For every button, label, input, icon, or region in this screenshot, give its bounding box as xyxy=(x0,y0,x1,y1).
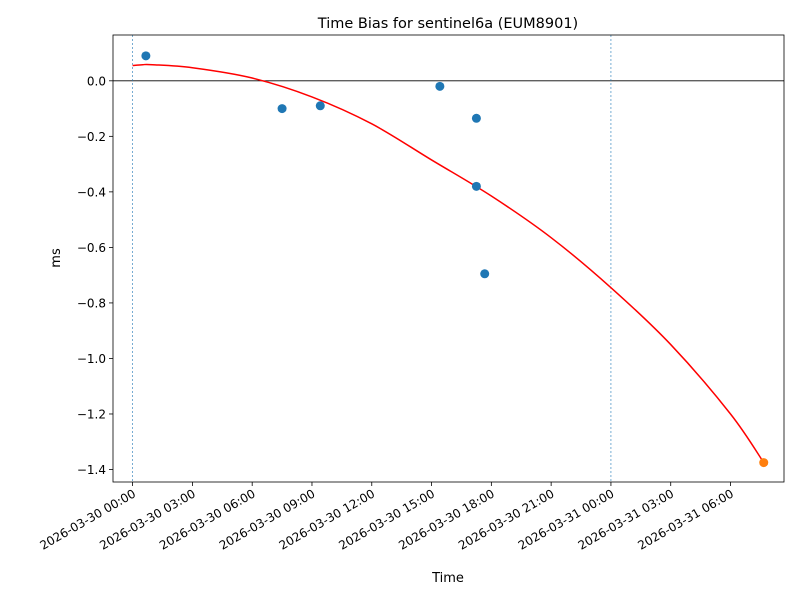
chart-title: Time Bias for sentinel6a (EUM8901) xyxy=(317,16,578,32)
y-tick-label: −0.8 xyxy=(77,296,106,310)
y-tick-label: −0.4 xyxy=(77,185,106,199)
data-point-2 xyxy=(315,101,325,111)
data-point-3 xyxy=(435,81,445,91)
y-tick-label: −0.6 xyxy=(77,241,106,255)
data-point-4 xyxy=(471,113,481,123)
data-point-0 xyxy=(141,51,151,61)
fit-curve xyxy=(132,63,765,463)
plot-area xyxy=(109,34,785,486)
data-point-1 xyxy=(277,104,287,114)
y-tick-label: −0.2 xyxy=(77,130,106,144)
y-tick-label: −1.2 xyxy=(77,407,106,421)
y-axis-label: ms xyxy=(49,248,64,268)
prediction-point-0 xyxy=(759,458,769,468)
y-tick-label: 0.0 xyxy=(87,74,106,88)
data-point-6 xyxy=(480,269,490,279)
axes-frame xyxy=(112,34,785,483)
data-point-5 xyxy=(471,181,481,191)
x-axis-label: Time xyxy=(431,571,464,586)
y-tick-label: −1.4 xyxy=(77,463,106,477)
y-tick-label: −1.0 xyxy=(77,352,106,366)
